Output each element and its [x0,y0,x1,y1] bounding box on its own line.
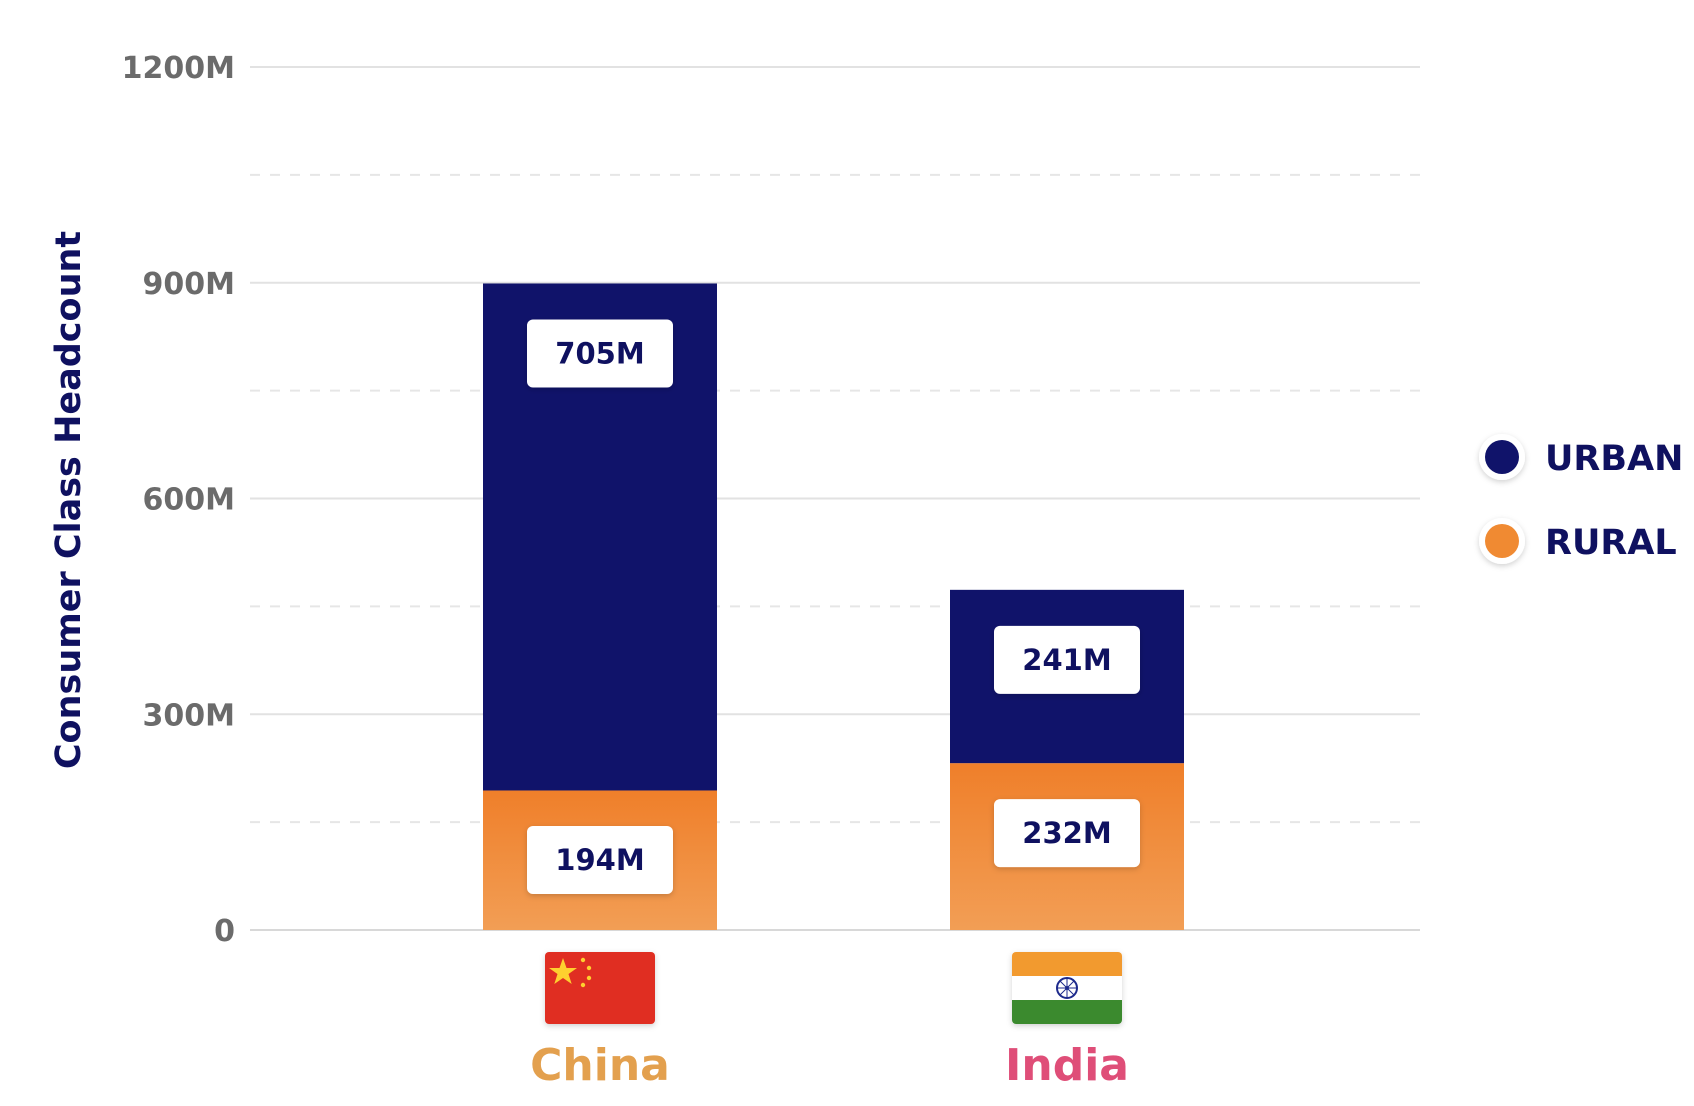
value-label-text: 705M [555,336,644,370]
value-label-india-urban: 241M [994,625,1140,694]
legend-dot-rural [1485,524,1519,558]
value-label-china-urban: 705M [527,319,673,388]
legend-item-urban[interactable]: URBAN [1479,434,1683,480]
legend-label-rural: RURAL [1545,523,1677,563]
value-label-text: 194M [555,843,644,877]
y-tick-label: 0 [214,914,235,949]
legend: URBAN RURAL [1479,434,1683,564]
y-tick-label: 600M [143,483,235,518]
value-label-box [994,799,1140,868]
value-label-box [527,826,673,894]
y-tick-label: 300M [143,698,235,733]
india-flag-icon [1012,952,1122,1024]
value-label-china-rural: 194M [527,826,673,894]
value-label-box [527,319,673,388]
value-labels: 194M 705M 232M 241M [527,319,1140,894]
y-axis-label: Consumer Class Headcount [49,231,89,769]
y-tick-label: 1200M [122,51,235,86]
category-label-india: India [1005,1040,1129,1091]
value-label-box [994,625,1140,694]
y-axis-ticks: 0 300M 600M 900M 1200M [122,51,235,949]
legend-item-rural[interactable]: RURAL [1479,518,1677,564]
value-label-text: 232M [1022,816,1111,850]
china-flag-icon [545,952,655,1024]
y-tick-label: 900M [143,267,235,302]
gridlines [250,66,1420,931]
category-labels: China India [530,1040,1129,1091]
legend-label-urban: URBAN [1545,439,1683,479]
value-label-india-rural: 232M [994,799,1140,868]
value-label-text: 241M [1022,643,1111,677]
category-label-china: China [530,1040,670,1091]
legend-dot-urban [1485,440,1519,474]
